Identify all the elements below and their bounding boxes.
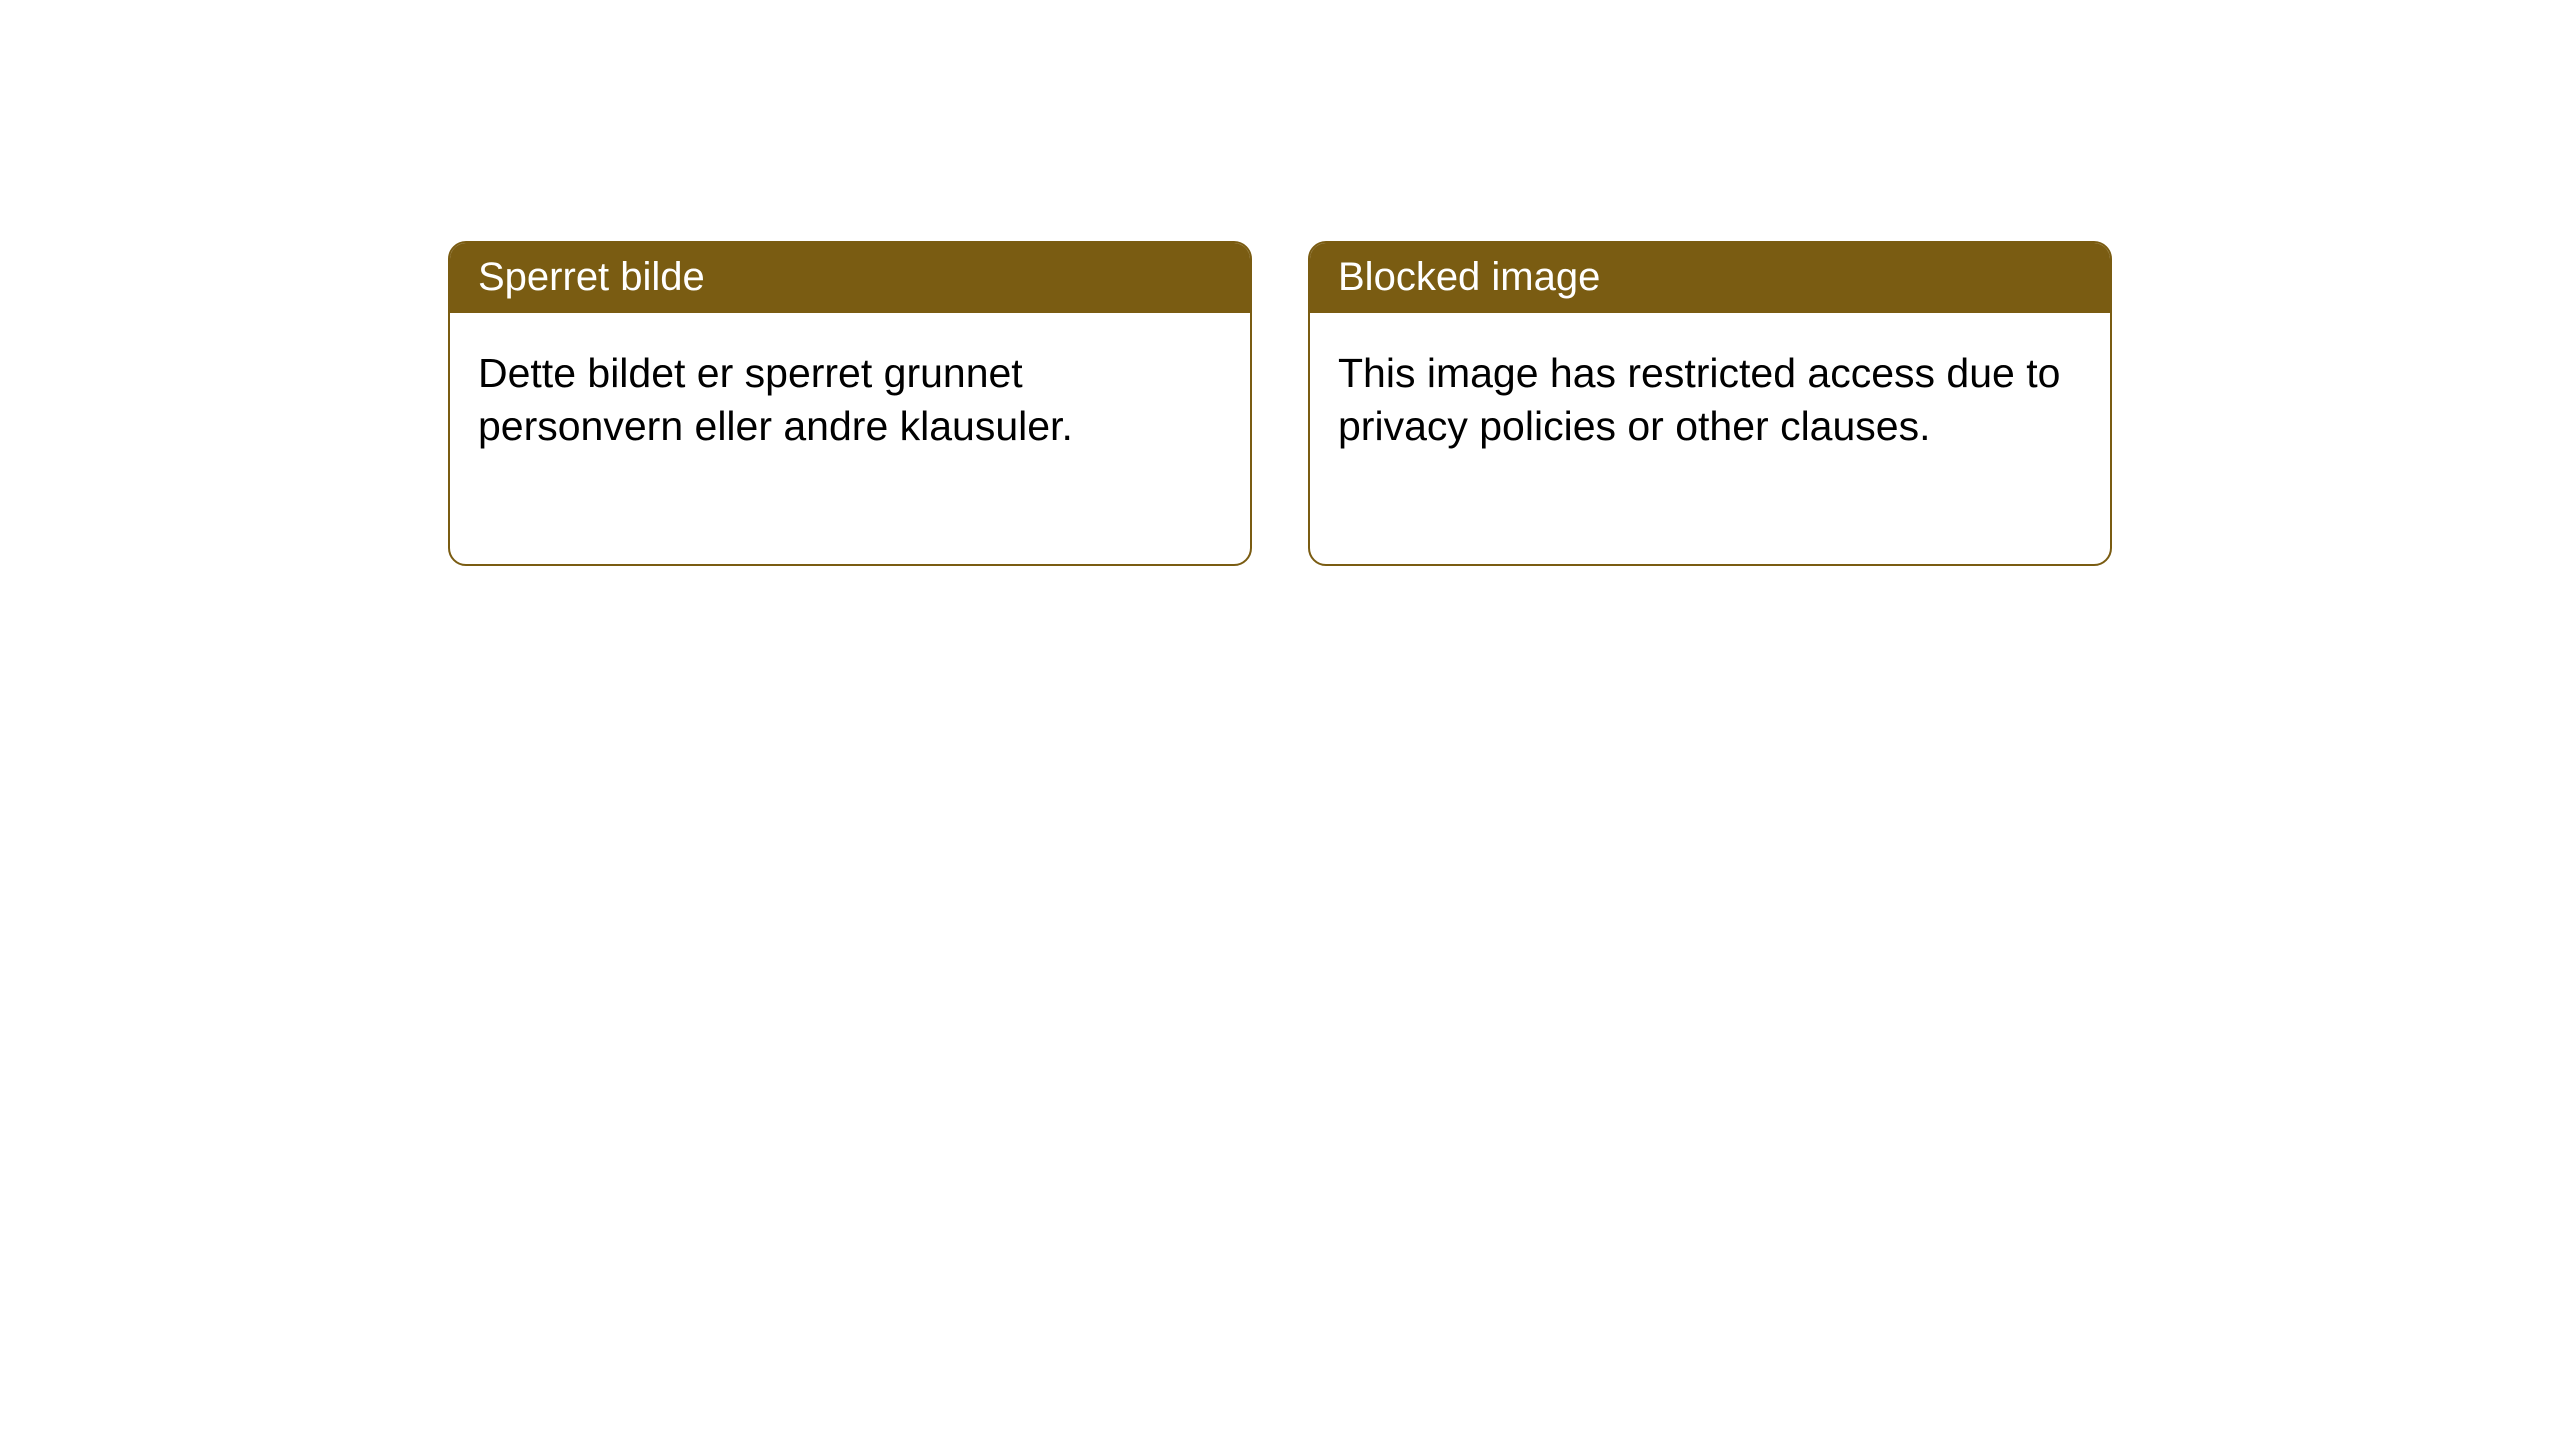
notice-message: Dette bildet er sperret grunnet personve… — [478, 350, 1073, 449]
notice-body: This image has restricted access due to … — [1310, 313, 2110, 564]
notice-card-norwegian: Sperret bilde Dette bildet er sperret gr… — [448, 241, 1252, 566]
notice-title: Blocked image — [1338, 255, 1600, 299]
notice-card-english: Blocked image This image has restricted … — [1308, 241, 2112, 566]
notice-title: Sperret bilde — [478, 255, 705, 299]
notice-header: Blocked image — [1310, 243, 2110, 313]
notice-message: This image has restricted access due to … — [1338, 350, 2060, 449]
notice-header: Sperret bilde — [450, 243, 1250, 313]
notice-container: Sperret bilde Dette bildet er sperret gr… — [448, 241, 2112, 566]
notice-body: Dette bildet er sperret grunnet personve… — [450, 313, 1250, 564]
